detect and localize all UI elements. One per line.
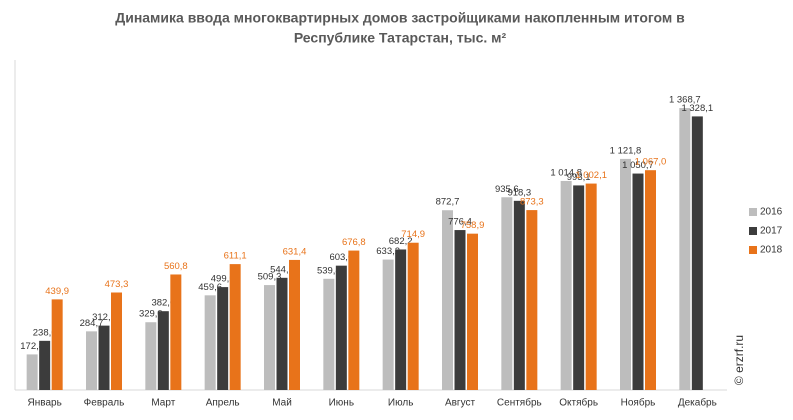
x-tick-label: Июнь <box>329 398 354 409</box>
bar <box>632 173 644 390</box>
chart-title: Динамика ввода многоквартирных домов зас… <box>115 10 685 26</box>
watermark: © erzrf.ru <box>732 335 746 385</box>
value-label: 539,8 <box>317 265 341 276</box>
bar <box>145 322 157 390</box>
bar <box>51 299 63 390</box>
value-label: 611,1 <box>224 251 247 262</box>
legend-label: 2017 <box>760 226 783 237</box>
bar <box>454 230 466 390</box>
bar <box>335 265 347 390</box>
x-tick-label: Май <box>272 398 292 409</box>
value-label: 758,9 <box>461 220 485 231</box>
chart-title: Республике Татарстан, тыс. м² <box>294 30 507 46</box>
bar <box>217 287 229 390</box>
value-label: 1 368,7 <box>669 95 701 106</box>
value-label: 993,1 <box>567 172 591 183</box>
bar <box>691 116 703 390</box>
legend-swatch <box>749 246 757 254</box>
x-tick-label: Январь <box>28 398 62 409</box>
bar <box>348 250 360 390</box>
bar <box>645 170 656 390</box>
bar <box>442 210 453 390</box>
bar <box>501 197 513 390</box>
bar <box>467 233 478 390</box>
x-tick-label: Июль <box>388 398 414 409</box>
bar <box>407 242 419 390</box>
value-label: 918,3 <box>507 187 531 198</box>
value-label: 714,9 <box>401 229 425 240</box>
value-label: 631,4 <box>283 246 307 257</box>
x-tick-label: Февраль <box>84 398 125 409</box>
value-label: 776,4 <box>448 217 472 228</box>
bar <box>323 278 335 390</box>
value-label: 682,2 <box>389 236 413 247</box>
bar <box>620 158 631 390</box>
value-label: 499,5 <box>211 274 235 285</box>
bar <box>289 259 300 390</box>
value-label: 312,5 <box>92 312 116 323</box>
value-label: 872,7 <box>436 197 460 208</box>
value-label: 459,6 <box>198 282 222 293</box>
bar <box>26 354 38 390</box>
bar <box>560 180 572 390</box>
x-tick-label: Апрель <box>206 398 240 409</box>
value-label: 1 014,8 <box>550 167 582 178</box>
value-label: 873,3 <box>520 197 544 208</box>
bar <box>170 274 182 390</box>
value-label: 1 328,1 <box>681 103 713 114</box>
bar <box>395 249 407 390</box>
value-label: 544,6 <box>270 264 294 275</box>
bar <box>229 264 241 390</box>
bar <box>513 200 525 390</box>
bar <box>264 285 275 390</box>
value-label: 172,8 <box>20 341 44 352</box>
x-tick-label: Август <box>445 398 476 409</box>
bar <box>679 108 691 391</box>
value-label: 473,3 <box>105 279 129 290</box>
x-tick-label: Ноябрь <box>621 397 656 409</box>
value-label: 439,9 <box>45 286 69 297</box>
value-label: 935,6 <box>495 184 519 195</box>
legend-swatch <box>749 227 757 235</box>
value-label: 603,6 <box>329 252 353 263</box>
bar <box>86 331 97 390</box>
bar <box>98 325 110 390</box>
bar <box>526 210 538 390</box>
value-label: 1 121,8 <box>610 145 642 156</box>
bar <box>573 185 585 390</box>
bar <box>204 295 216 390</box>
legend-label: 2018 <box>760 245 783 256</box>
bar <box>382 259 394 390</box>
x-tick-label: Декабрь <box>678 397 717 409</box>
bar <box>276 277 288 390</box>
value-label: 238,6 <box>33 327 57 338</box>
value-label: 633,2 <box>376 246 400 257</box>
value-label: 1 002,1 <box>575 170 607 181</box>
value-label: 1 050,7 <box>622 160 654 171</box>
bar <box>111 292 122 390</box>
value-label: 676,8 <box>342 237 366 248</box>
value-label: 382,6 <box>151 298 175 309</box>
value-label: 284,7 <box>80 318 104 329</box>
x-tick-label: Октябрь <box>559 397 598 409</box>
value-label: 560,8 <box>164 261 188 272</box>
bar <box>585 183 597 390</box>
bar <box>157 311 169 390</box>
x-tick-label: Сентябрь <box>497 397 542 409</box>
legend-label: 2016 <box>760 207 783 218</box>
x-tick-label: Март <box>151 398 175 409</box>
value-label: 509,3 <box>258 272 282 283</box>
legend-swatch <box>749 208 757 216</box>
value-label: 329,0 <box>139 309 163 320</box>
bar <box>39 340 51 390</box>
value-label: 1 067,0 <box>635 157 667 168</box>
